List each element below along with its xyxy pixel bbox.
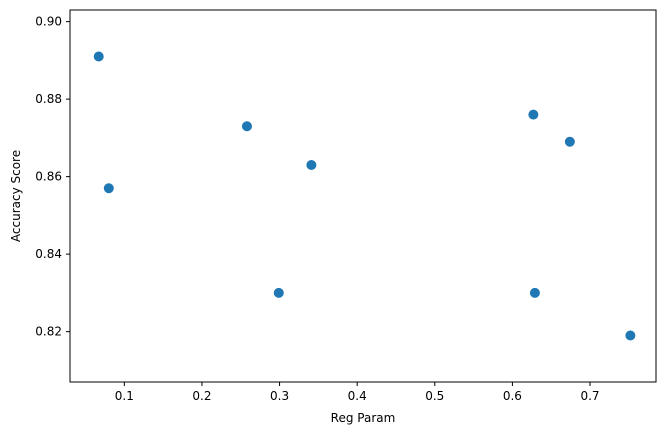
x-tick-label: 0.7 xyxy=(580,389,599,403)
x-tick-label: 0.4 xyxy=(348,389,367,403)
x-axis-ticks: 0.1 0.2 0.3 0.4 0.5 0.6 0.7 xyxy=(115,382,600,403)
data-point-9 xyxy=(625,330,636,341)
x-tick-label: 0.2 xyxy=(192,389,211,403)
y-axis-label: Accuracy Score xyxy=(9,150,23,242)
y-tick-label: 0.86 xyxy=(35,170,62,184)
x-tick-label: 0.1 xyxy=(115,389,134,403)
y-tick-label: 0.82 xyxy=(35,325,62,339)
data-point-6 xyxy=(528,109,539,120)
data-point-2 xyxy=(103,183,114,194)
x-axis-label: Reg Param xyxy=(331,411,396,425)
x-tick-label: 0.5 xyxy=(425,389,444,403)
data-point-8 xyxy=(564,136,575,147)
plot-frame xyxy=(69,9,657,383)
data-point-5 xyxy=(306,160,317,170)
y-axis-ticks: 0.82 0.84 0.86 0.88 0.90 xyxy=(35,15,70,339)
data-point-3 xyxy=(241,121,252,132)
x-tick-label: 0.6 xyxy=(503,389,522,403)
data-point-7 xyxy=(529,287,540,298)
y-tick-label: 0.84 xyxy=(35,247,62,261)
y-tick-label: 0.90 xyxy=(35,15,62,29)
y-tick-label: 0.88 xyxy=(35,92,62,106)
data-point-4 xyxy=(273,287,284,298)
x-tick-label: 0.3 xyxy=(270,389,289,403)
data-point-1 xyxy=(93,51,104,62)
points-layer xyxy=(93,51,636,341)
